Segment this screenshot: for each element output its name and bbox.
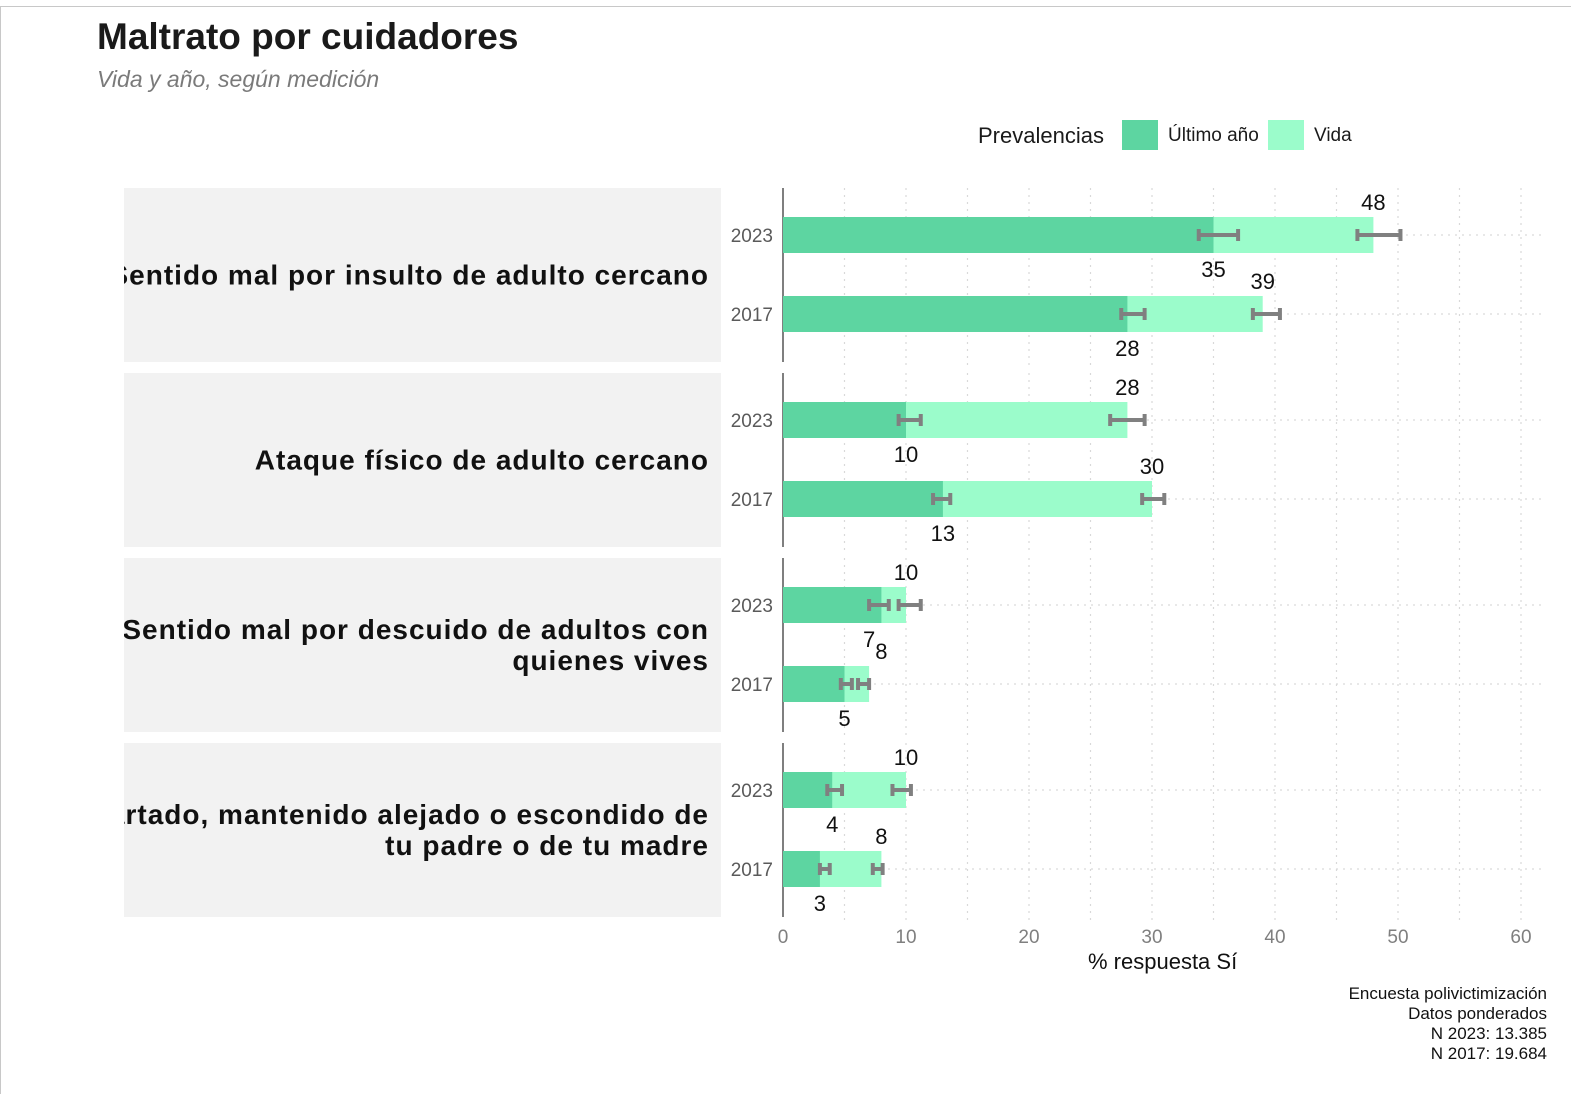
data-label-ultimo-ano: 7	[863, 627, 875, 652]
data-label-ultimo-ano: 5	[838, 706, 850, 731]
bar-ultimo-ano	[783, 666, 845, 702]
bar-ultimo-ano	[783, 296, 1128, 332]
facet-label-ataque: Ataque físico de adulto cercano	[254, 444, 709, 476]
facet-strip-0: Sentido mal por insulto de adulto cercan…	[124, 188, 721, 362]
x-tick-label: 30	[1141, 927, 1162, 948]
facet-strip-2: Sentido mal por descuido de adultos con …	[124, 558, 721, 732]
data-label-vida: 48	[1361, 190, 1385, 215]
data-label-ultimo-ano: 35	[1201, 257, 1225, 282]
data-label-ultimo-ano: 4	[826, 812, 838, 837]
x-tick-label: 10	[895, 927, 916, 948]
chart-title: Maltrato por cuidadores	[97, 16, 519, 57]
y-tick-label: 2023	[731, 781, 773, 802]
chart-subtitle: Vida y año, según medición	[97, 66, 380, 92]
bar-ultimo-ano	[783, 481, 943, 517]
x-tick-label: 50	[1387, 927, 1408, 948]
legend-title: Prevalencias	[978, 123, 1104, 148]
legend-label-vida: Vida	[1314, 125, 1352, 146]
caption-line: Encuesta polivictimización	[1348, 984, 1547, 1003]
data-label-vida: 28	[1115, 375, 1139, 400]
y-tick-label: 2017	[731, 675, 773, 696]
facet-label-descuido: Sentido mal por descuido de adultos con …	[124, 614, 709, 676]
data-label-ultimo-ano: 3	[814, 891, 826, 916]
data-label-vida: 30	[1140, 454, 1164, 479]
x-tick-label: 0	[778, 927, 789, 948]
data-label-vida: 10	[894, 560, 918, 585]
data-label-vida: 8	[875, 824, 887, 849]
data-label-vida: 10	[894, 745, 918, 770]
legend-key-ultimo-ano	[1122, 120, 1158, 150]
caption-line: N 2017: 19.684	[1430, 1044, 1547, 1063]
facet-strip-1: Ataque físico de adulto cercano	[124, 373, 721, 547]
y-tick-label: 2023	[731, 226, 773, 247]
x-tick-label: 40	[1264, 927, 1285, 948]
y-tick-label: 2017	[731, 860, 773, 881]
data-label-ultimo-ano: 13	[931, 521, 955, 546]
bar-ultimo-ano	[783, 587, 882, 623]
x-axis-label: % respuesta Sí	[1088, 949, 1238, 974]
facet-strip-3: Apartado, mantenido alejado o escondido …	[124, 743, 721, 917]
caption-line: N 2023: 13.385	[1430, 1024, 1547, 1043]
bar-ultimo-ano	[783, 402, 906, 438]
data-label-ultimo-ano: 10	[894, 442, 918, 467]
x-tick-label: 60	[1510, 927, 1531, 948]
data-label-vida: 39	[1250, 269, 1274, 294]
data-label-vida: 8	[875, 639, 887, 664]
plot-frame	[0, 6, 1571, 1094]
y-tick-label: 2017	[731, 490, 773, 511]
facet-label-insulto: Sentido mal por insulto de adulto cercan…	[124, 259, 709, 291]
x-tick-label: 20	[1018, 927, 1039, 948]
data-label-ultimo-ano: 28	[1115, 336, 1139, 361]
caption-line: Datos ponderados	[1408, 1004, 1547, 1023]
y-tick-label: 2023	[731, 411, 773, 432]
facet-label-apartado: Apartado, mantenido alejado o escondido …	[124, 799, 709, 861]
bar-ultimo-ano	[783, 772, 833, 808]
bar-ultimo-ano	[783, 851, 820, 887]
caption: Encuesta polivictimización Datos pondera…	[1349, 984, 1547, 1064]
legend-label-ultimo-ano: Último año	[1168, 125, 1259, 146]
legend-key-vida	[1268, 120, 1304, 150]
y-tick-label: 2017	[731, 305, 773, 326]
y-tick-label: 2023	[731, 596, 773, 617]
bar-ultimo-ano	[783, 217, 1214, 253]
